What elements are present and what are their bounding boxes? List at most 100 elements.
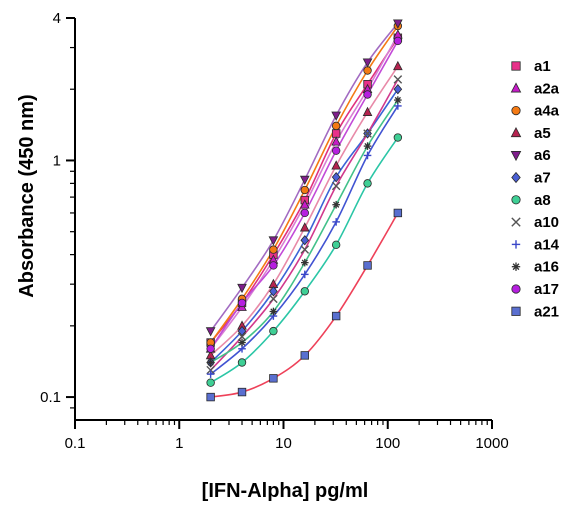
legend-label: a16 xyxy=(534,259,559,276)
data-point-a6 xyxy=(331,111,342,121)
legend-item-a10: a10 xyxy=(511,214,559,231)
data-point-a8 xyxy=(206,378,215,387)
x-tick-label: 1 xyxy=(175,435,183,452)
data-point-a17 xyxy=(237,298,247,308)
legend-label: a2a xyxy=(534,80,560,97)
data-point-a21 xyxy=(393,208,403,218)
legend-label: a8 xyxy=(534,192,551,209)
data-points xyxy=(205,19,403,402)
data-point-a6 xyxy=(299,175,310,186)
legend-marker xyxy=(511,195,521,205)
data-point-a21 xyxy=(300,351,309,360)
data-point-a4a xyxy=(269,245,278,254)
legend-marker xyxy=(510,82,522,93)
legend-item-a5: a5 xyxy=(510,125,551,142)
data-point-a16 xyxy=(363,142,372,150)
data-point-a6 xyxy=(205,327,216,337)
data-point-a10 xyxy=(363,129,372,138)
data-point-a5 xyxy=(393,60,403,71)
x-tick-label: 100 xyxy=(375,435,400,452)
data-point-a8 xyxy=(237,358,247,367)
x-tick-label: 10 xyxy=(275,435,292,452)
data-point-a8 xyxy=(269,326,278,336)
data-point-a17 xyxy=(393,36,403,46)
data-point-a10 xyxy=(300,245,310,254)
legend-item-a17: a17 xyxy=(511,281,559,298)
legend-label: a17 xyxy=(534,281,559,298)
data-point-a4a xyxy=(331,121,341,131)
y-tick-label: 4 xyxy=(53,10,61,27)
legend-item-a4a: a4a xyxy=(511,103,560,120)
data-point-a17 xyxy=(331,146,341,155)
data-point-a6 xyxy=(237,283,247,294)
legend-marker xyxy=(510,151,522,162)
data-point-a7 xyxy=(393,84,403,95)
data-point-a8 xyxy=(331,240,341,250)
data-point-a21 xyxy=(269,374,278,383)
legend-label: a4a xyxy=(534,103,560,120)
legend-marker xyxy=(510,126,522,138)
data-point-a16 xyxy=(394,96,402,104)
legend-item-a7: a7 xyxy=(511,170,551,187)
legend-marker xyxy=(511,306,521,316)
legend-marker xyxy=(511,217,521,227)
data-point-a8 xyxy=(363,179,372,188)
data-point-a16 xyxy=(332,200,340,209)
axes xyxy=(66,17,493,429)
data-point-a4a xyxy=(363,66,372,75)
data-point-a1 xyxy=(331,129,341,138)
legend-marker xyxy=(511,61,521,71)
legend-marker xyxy=(511,262,521,271)
tick-labels: 0.1 1 10 100 1000 0.1 1 4 xyxy=(40,10,509,452)
x-tick-label: 1000 xyxy=(475,435,508,452)
data-point-a17 xyxy=(363,90,372,99)
y-tick-label: 0.1 xyxy=(40,389,61,406)
data-point-a7 xyxy=(237,325,247,337)
data-point-a8 xyxy=(393,133,403,142)
data-point-a10 xyxy=(331,181,341,191)
data-point-a21 xyxy=(206,392,215,402)
data-point-a4a xyxy=(300,185,309,195)
legend-item-a16: a16 xyxy=(511,259,559,276)
data-point-a10 xyxy=(206,365,215,375)
legend-item-a6: a6 xyxy=(510,147,551,164)
data-point-a2a xyxy=(299,199,310,209)
data-point-a17 xyxy=(269,261,278,270)
legend-item-a2a: a2a xyxy=(510,80,560,97)
legend-label: a21 xyxy=(534,303,559,320)
data-point-a7 xyxy=(331,171,341,183)
data-point-a16 xyxy=(300,258,309,267)
data-point-a16 xyxy=(269,307,278,316)
data-point-a6 xyxy=(268,236,279,246)
legend-marker xyxy=(511,240,521,249)
legend-label: a1 xyxy=(534,58,551,75)
data-point-a14 xyxy=(300,270,309,279)
legend-label: a7 xyxy=(534,170,551,187)
legend-label: a14 xyxy=(534,236,560,253)
legend-item-a21: a21 xyxy=(511,303,559,320)
data-point-a7 xyxy=(300,235,310,246)
data-point-a14 xyxy=(206,370,215,378)
data-point-a14 xyxy=(332,218,340,226)
data-point-a21 xyxy=(331,311,341,321)
y-axis-title: Absorbance (450 nm) xyxy=(16,94,38,297)
legend-item-a14: a14 xyxy=(511,236,560,253)
legend-label: a10 xyxy=(534,214,559,231)
x-axis-title: [IFN-Alpha] pg/ml xyxy=(202,480,369,502)
legend: a1 a2a a4a a5 a6 a7 a8 a10 a14 a16 a17 a21 xyxy=(510,58,560,320)
data-point-a16 xyxy=(206,358,215,367)
legend-marker xyxy=(511,106,521,116)
data-point-a5 xyxy=(299,222,310,232)
legend-marker xyxy=(511,284,521,294)
data-point-a14 xyxy=(363,151,372,160)
data-point-a10 xyxy=(269,294,278,304)
data-point-a10 xyxy=(393,75,403,84)
data-point-a6 xyxy=(362,58,373,68)
data-point-a5 xyxy=(362,106,373,116)
data-point-a5 xyxy=(331,160,342,170)
data-point-a2a xyxy=(331,136,342,146)
legend-label: a5 xyxy=(534,125,551,142)
data-point-a8 xyxy=(300,287,309,296)
y-tick-label: 1 xyxy=(53,152,61,169)
